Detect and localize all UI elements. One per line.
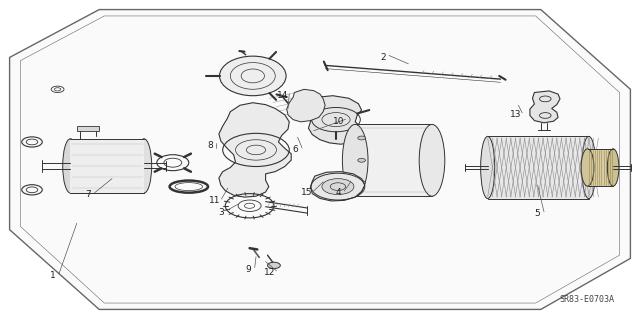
Text: SR83-E0703A: SR83-E0703A <box>559 295 614 304</box>
Polygon shape <box>70 139 144 193</box>
Text: 6: 6 <box>293 145 298 154</box>
Circle shape <box>322 179 354 195</box>
Text: 1: 1 <box>50 271 55 280</box>
Polygon shape <box>308 96 365 144</box>
Text: 5: 5 <box>535 209 540 218</box>
Ellipse shape <box>581 149 594 186</box>
Circle shape <box>358 159 365 162</box>
Polygon shape <box>530 91 560 123</box>
Text: 13: 13 <box>510 110 522 119</box>
Polygon shape <box>10 10 630 309</box>
Text: 7: 7 <box>86 190 91 199</box>
Circle shape <box>358 136 365 140</box>
Polygon shape <box>77 126 99 131</box>
Text: 4: 4 <box>335 189 340 197</box>
Ellipse shape <box>607 149 619 186</box>
Polygon shape <box>355 124 432 196</box>
Ellipse shape <box>419 124 445 196</box>
Polygon shape <box>310 172 365 201</box>
Polygon shape <box>287 89 325 122</box>
Circle shape <box>358 181 365 184</box>
Ellipse shape <box>136 139 152 193</box>
Text: 12: 12 <box>264 268 276 277</box>
Text: 15: 15 <box>301 189 313 197</box>
Text: 2: 2 <box>380 53 385 62</box>
Text: 11: 11 <box>209 197 221 205</box>
Text: 9: 9 <box>246 265 251 274</box>
Ellipse shape <box>582 137 596 198</box>
Polygon shape <box>588 149 613 186</box>
Text: 14: 14 <box>277 91 289 100</box>
Text: 10: 10 <box>333 117 345 126</box>
Ellipse shape <box>481 137 495 198</box>
Circle shape <box>268 262 280 269</box>
Text: 3: 3 <box>218 208 223 217</box>
Polygon shape <box>488 137 589 198</box>
Ellipse shape <box>342 124 368 196</box>
Ellipse shape <box>63 139 78 193</box>
Ellipse shape <box>220 56 286 96</box>
Text: 8: 8 <box>207 141 212 150</box>
Polygon shape <box>219 103 291 197</box>
